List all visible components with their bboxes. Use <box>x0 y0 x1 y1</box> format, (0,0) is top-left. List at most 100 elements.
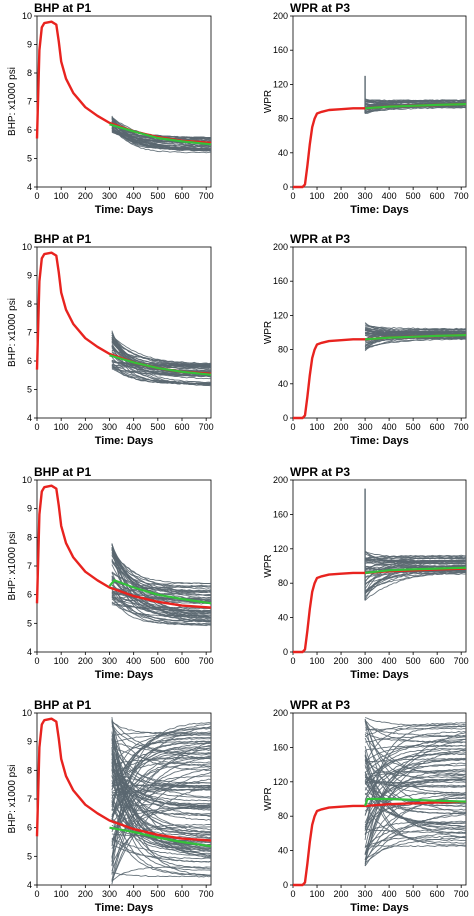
ensemble-line <box>364 776 467 787</box>
x-tick-label: 600 <box>430 422 445 432</box>
ensemble-line <box>111 590 212 613</box>
x-tick-label: 400 <box>126 422 141 432</box>
ensemble-line <box>111 753 212 831</box>
x-tick-label: 100 <box>310 889 325 899</box>
y-tick-label: 160 <box>273 276 288 286</box>
y-axis-label: BHP: x1000 psi <box>7 298 18 367</box>
y-tick-label: 10 <box>22 11 32 21</box>
x-tick-label: 0 <box>290 889 295 899</box>
chart-title: WPR at P3 <box>290 1 350 15</box>
ensemble-line <box>111 727 212 822</box>
y-tick-label: 120 <box>273 79 288 89</box>
ensemble-line <box>111 747 212 788</box>
ensemble-line <box>364 752 467 785</box>
ensemble-line <box>111 564 211 617</box>
ensemble-mean-curve <box>109 826 212 848</box>
ensemble-line <box>364 755 467 844</box>
y-tick-label: 4 <box>27 182 32 192</box>
x-tick-label: 700 <box>454 191 469 201</box>
x-tick-label: 300 <box>358 422 373 432</box>
x-tick-label: 300 <box>102 889 117 899</box>
ensemble-line <box>111 335 212 367</box>
ensemble-realizations <box>364 322 467 352</box>
y-tick-label: 160 <box>273 742 288 752</box>
ensemble-line <box>364 732 467 743</box>
ensemble-line <box>365 105 467 113</box>
y-tick-label: 160 <box>273 509 288 519</box>
ensemble-line <box>111 844 212 860</box>
y-axis-label: WPR <box>263 90 274 113</box>
x-tick-label: 400 <box>382 889 397 899</box>
x-tick-label: 600 <box>174 191 189 201</box>
ensemble-line <box>364 787 467 811</box>
ensemble-line <box>111 773 212 807</box>
y-tick-label: 200 <box>273 242 288 252</box>
y-tick-label: 80 <box>278 114 288 124</box>
ensemble-line <box>111 128 212 150</box>
y-tick-label: 120 <box>273 310 288 320</box>
x-tick-label: 100 <box>310 656 325 666</box>
y-tick-label: 10 <box>22 242 32 252</box>
x-tick-label: 100 <box>54 656 69 666</box>
ensemble-mean-curve <box>109 123 212 146</box>
ensemble-line <box>364 796 467 855</box>
x-tick-label: 500 <box>406 191 421 201</box>
ensemble-line <box>111 126 212 151</box>
x-axis-label: Time: Days <box>350 669 409 681</box>
ensemble-line <box>111 725 212 820</box>
y-tick-label: 6 <box>27 823 32 833</box>
ensemble-line <box>364 719 467 777</box>
y-tick-label: 200 <box>273 475 288 485</box>
chart-title: WPR at P3 <box>290 232 350 246</box>
y-tick-label: 7 <box>27 561 32 571</box>
ensemble-line <box>364 811 466 867</box>
x-tick-label: 100 <box>310 191 325 201</box>
x-tick-label: 700 <box>199 889 214 899</box>
chart-panel-row3-right: WPR at P3 0 40 80 120 160 200 0 100 200 300 400 500 6… <box>263 465 469 681</box>
ensemble-line <box>364 758 467 865</box>
ensemble-line <box>111 761 212 786</box>
y-tick-label: 200 <box>273 708 288 718</box>
x-tick-label: 0 <box>34 191 39 201</box>
ensemble-line <box>364 717 467 728</box>
ensemble-line <box>364 722 467 738</box>
y-tick-label: 80 <box>278 811 288 821</box>
ensemble-line <box>111 738 212 808</box>
y-tick-label: 7 <box>27 794 32 804</box>
x-tick-label: 100 <box>54 422 69 432</box>
ensemble-line <box>111 742 212 799</box>
x-tick-label: 400 <box>382 656 397 666</box>
ensemble-line <box>364 750 467 847</box>
ensemble-line <box>364 778 467 867</box>
ensemble-line <box>364 556 467 571</box>
y-tick-label: 9 <box>27 271 32 281</box>
ensemble-line <box>111 745 212 822</box>
ensemble-line <box>364 780 467 825</box>
ensemble-line <box>364 794 467 863</box>
ensemble-line <box>364 725 467 840</box>
y-tick-label: 40 <box>278 846 288 856</box>
ensemble-line <box>111 872 212 878</box>
ensemble-line <box>111 753 212 871</box>
y-tick-label: 80 <box>278 578 288 588</box>
ensemble-line <box>365 330 467 335</box>
x-tick-label: 200 <box>78 422 93 432</box>
y-tick-label: 6 <box>27 590 32 600</box>
ensemble-mean-curve <box>364 566 467 574</box>
x-tick-label: 300 <box>358 889 373 899</box>
chart-title: BHP at P1 <box>34 698 91 712</box>
plot-area <box>36 15 212 188</box>
x-tick-label: 700 <box>454 422 469 432</box>
ensemble-line <box>111 765 212 881</box>
x-axis-label: Time: Days <box>95 669 154 681</box>
x-tick-label: 300 <box>358 191 373 201</box>
ensemble-line <box>364 569 467 601</box>
ensemble-realizations <box>111 330 212 387</box>
y-tick-label: 120 <box>273 544 288 554</box>
ensemble-line <box>364 553 467 565</box>
ensemble-line <box>111 359 212 367</box>
y-tick-label: 5 <box>27 618 32 628</box>
x-tick-label: 300 <box>102 656 117 666</box>
x-axis-label: Time: Days <box>350 902 409 914</box>
ensemble-line <box>111 589 212 623</box>
